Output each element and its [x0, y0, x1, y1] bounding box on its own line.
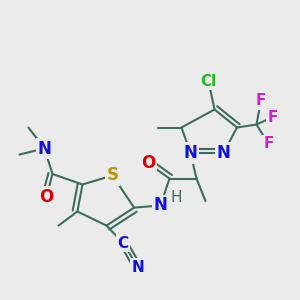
Text: S: S [106, 167, 119, 184]
Text: Cl: Cl [200, 74, 217, 88]
Text: N: N [184, 144, 197, 162]
Text: C: C [117, 236, 129, 250]
Text: N: N [38, 140, 51, 158]
Text: H: H [170, 190, 182, 206]
Text: F: F [263, 136, 274, 152]
Text: O: O [141, 154, 156, 172]
Text: N: N [217, 144, 230, 162]
Text: F: F [268, 110, 278, 124]
Text: N: N [132, 260, 144, 274]
Text: F: F [256, 93, 266, 108]
Text: N: N [154, 196, 167, 214]
Text: O: O [39, 188, 54, 206]
